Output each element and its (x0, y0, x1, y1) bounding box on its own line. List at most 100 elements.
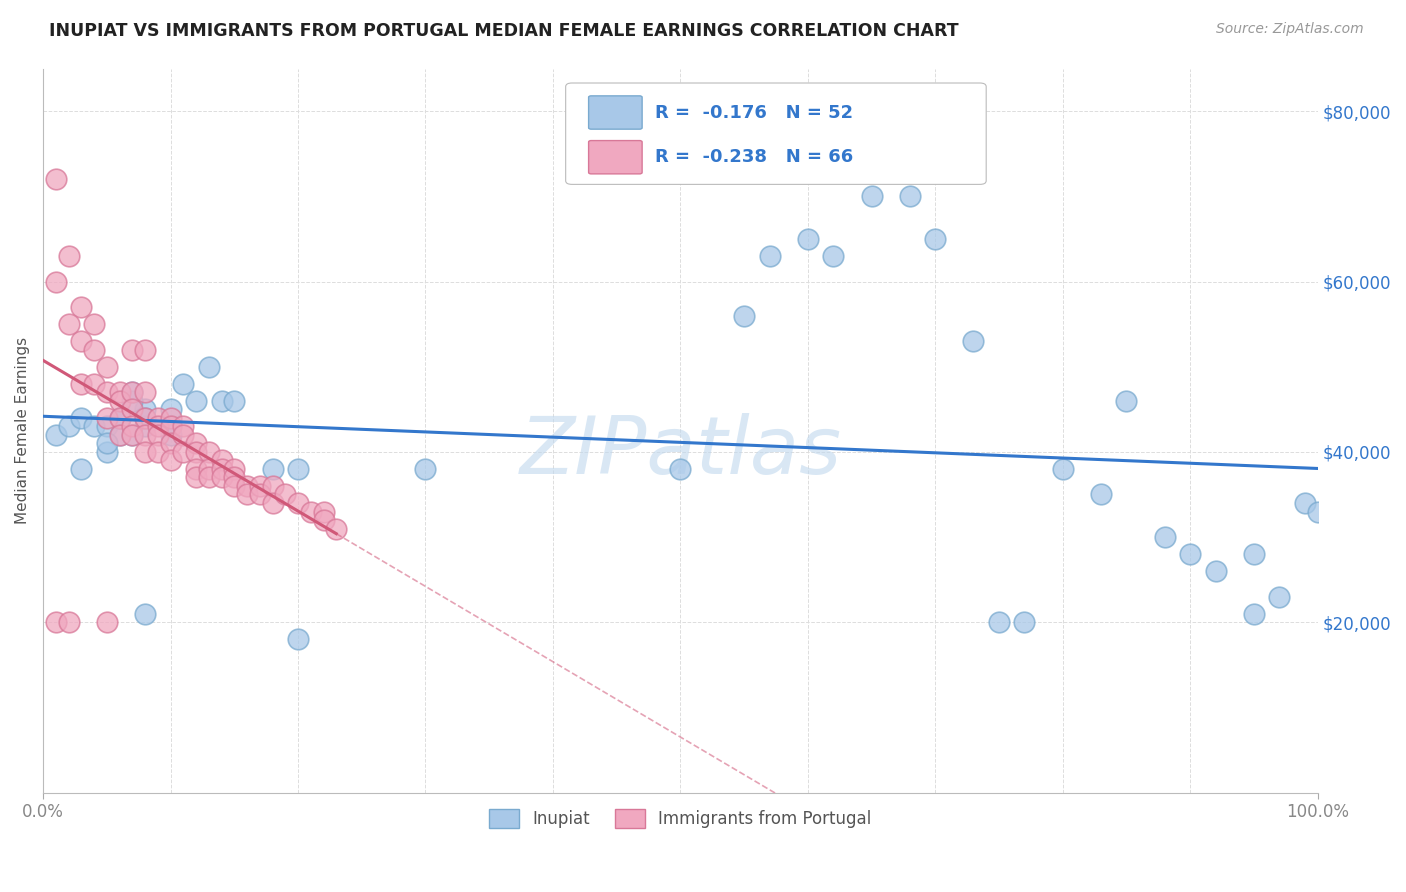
Point (669, 462, 692, 476)
Point (198, 462, 221, 476)
Point (1205, 564, 1227, 578)
Point (121, 402, 143, 417)
Point (198, 470, 221, 484)
Point (134, 402, 156, 417)
Point (211, 393, 233, 408)
Point (1052, 462, 1074, 476)
Point (159, 410, 181, 425)
Point (121, 393, 143, 408)
Point (134, 385, 156, 400)
Point (83, 376, 105, 391)
Point (159, 419, 181, 434)
Point (184, 462, 207, 476)
Point (860, 189, 883, 203)
Point (287, 462, 309, 476)
Point (70, 462, 93, 476)
Text: INUPIAT VS IMMIGRANTS FROM PORTUGAL MEDIAN FEMALE EARNINGS CORRELATION CHART: INUPIAT VS IMMIGRANTS FROM PORTUGAL MEDI… (49, 22, 959, 40)
Point (262, 462, 284, 476)
Point (134, 419, 156, 434)
Point (96, 419, 118, 434)
Point (159, 419, 181, 434)
Point (184, 436, 207, 450)
Point (287, 632, 309, 647)
Point (70, 300, 93, 314)
Point (962, 334, 984, 348)
Point (45, 275, 67, 289)
Point (172, 445, 194, 459)
Text: Source: ZipAtlas.com: Source: ZipAtlas.com (1216, 22, 1364, 37)
Point (83, 343, 105, 357)
Point (1178, 547, 1201, 561)
Point (70, 410, 93, 425)
Point (987, 615, 1010, 630)
Point (159, 453, 181, 467)
Point (108, 427, 131, 442)
Point (96, 410, 118, 425)
FancyBboxPatch shape (565, 83, 986, 185)
Point (134, 410, 156, 425)
Point (312, 513, 335, 527)
Point (121, 427, 143, 442)
Point (108, 385, 131, 400)
Point (1090, 487, 1112, 501)
Point (224, 393, 246, 408)
Text: ZIPatlas: ZIPatlas (519, 413, 841, 491)
FancyBboxPatch shape (589, 95, 643, 129)
Point (758, 249, 780, 263)
Point (146, 419, 169, 434)
Point (121, 343, 143, 357)
Point (121, 385, 143, 400)
Point (1014, 615, 1036, 630)
Point (96, 615, 118, 630)
Point (262, 479, 284, 493)
Text: R =  -0.176   N = 52: R = -0.176 N = 52 (655, 103, 853, 121)
Point (134, 607, 156, 621)
Point (211, 462, 233, 476)
Point (198, 445, 221, 459)
Point (224, 462, 246, 476)
FancyBboxPatch shape (589, 141, 643, 174)
Point (1243, 607, 1265, 621)
Point (58, 615, 80, 630)
Point (70, 376, 93, 391)
Point (312, 504, 335, 518)
Point (184, 393, 207, 408)
Point (146, 445, 169, 459)
Point (415, 462, 437, 476)
Point (211, 470, 233, 484)
Point (1268, 590, 1291, 604)
Point (262, 496, 284, 510)
Legend: Inupiat, Immigrants from Portugal: Inupiat, Immigrants from Portugal (482, 803, 879, 835)
Point (108, 410, 131, 425)
Point (224, 470, 246, 484)
Point (134, 445, 156, 459)
Point (184, 445, 207, 459)
Point (236, 479, 259, 493)
Point (121, 385, 143, 400)
Point (287, 496, 309, 510)
Point (249, 479, 271, 493)
Point (108, 410, 131, 425)
Point (172, 419, 194, 434)
Point (172, 427, 194, 442)
Point (45, 172, 67, 186)
Point (96, 359, 118, 374)
Point (325, 522, 347, 536)
Point (299, 504, 322, 518)
Point (184, 470, 207, 484)
Point (45, 615, 67, 630)
Point (159, 402, 181, 417)
Point (797, 232, 820, 246)
Point (172, 376, 194, 391)
Point (146, 410, 169, 425)
Point (83, 317, 105, 331)
Point (108, 393, 131, 408)
Point (1243, 547, 1265, 561)
Point (96, 445, 118, 459)
Point (146, 427, 169, 442)
Point (198, 359, 221, 374)
Point (249, 487, 271, 501)
Point (1153, 530, 1175, 544)
Point (159, 427, 181, 442)
Point (121, 427, 143, 442)
